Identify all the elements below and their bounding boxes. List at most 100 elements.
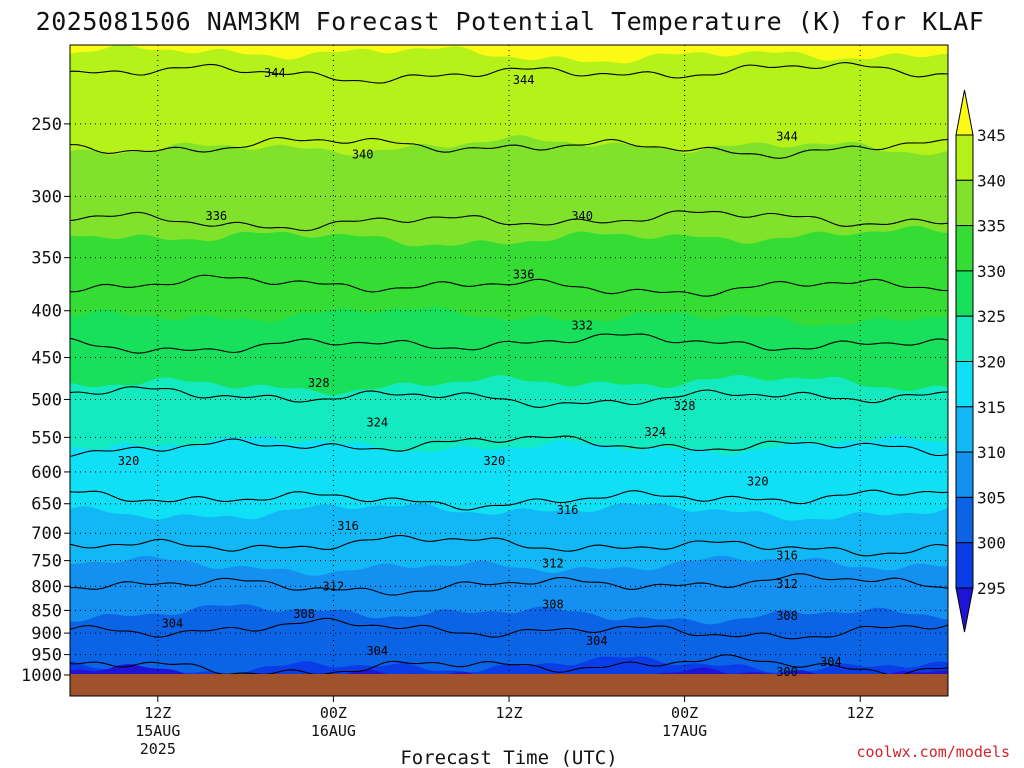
y-tick-label: 550 (31, 428, 62, 448)
contour-line-320 (70, 435, 948, 457)
y-tick-label: 900 (31, 624, 62, 644)
colorbar-tick-label: 305 (977, 488, 1006, 507)
colorbar-tick-label: 340 (977, 171, 1006, 190)
colorbar-tick-label: 295 (977, 579, 1006, 598)
y-tick-label: 500 (31, 390, 62, 410)
contour-label: 304 (162, 616, 184, 630)
theta-fill-bands (70, 45, 948, 675)
theta-contours (70, 62, 948, 675)
contour-label: 324 (644, 425, 666, 439)
y-tick-label: 1000 (21, 666, 62, 686)
colorbar-segment (955, 179, 974, 227)
band-fill-below-295 (70, 664, 948, 675)
y-tick-label: 800 (31, 577, 62, 597)
contour-line-300 (70, 654, 948, 675)
colorbar: 345 340 335 330 325 320 315 310 305 300 295 (955, 89, 1006, 633)
contour-line-312 (70, 534, 948, 557)
contour-label: 308 (542, 598, 564, 612)
x-tick-label: 00Z (671, 704, 698, 722)
contour-label: 328 (308, 376, 330, 390)
colorbar-tick-label: 330 (977, 262, 1006, 281)
chart-title: 2025081506 NAM3KM Forecast Potential Tem… (36, 7, 985, 36)
contour-label: 300 (776, 665, 798, 679)
y-tick-label: 850 (31, 601, 62, 621)
contour-label: 324 (366, 416, 388, 430)
colorbar-bottom-arrow (955, 587, 974, 633)
contour-label: 336 (205, 209, 227, 223)
contour-label: 316 (337, 519, 359, 533)
colorbar-segment (955, 451, 974, 498)
contour-labels: 344 344 344 340 340 336 336 332 328 328 324 324 320 3… (118, 66, 842, 679)
colorbar-segment (955, 315, 974, 363)
contour-line-344 (70, 62, 948, 84)
colorbar-tick-label: 325 (977, 307, 1006, 326)
colorbar-segment (955, 134, 974, 181)
y-tick-label: 950 (31, 646, 62, 666)
y-tick-label: 300 (31, 187, 62, 207)
colorbar-segment (955, 270, 974, 317)
contour-label: 304 (366, 644, 388, 658)
x-tick-date: 17AUG (662, 722, 707, 740)
colorbar-top-arrow (955, 89, 974, 136)
colorbar-segment (955, 406, 974, 453)
contour-label: 316 (557, 503, 579, 517)
y-tick-label: 450 (31, 349, 62, 369)
y-tick-label: 250 (31, 115, 62, 135)
contour-label: 304 (586, 634, 608, 648)
contour-line-336 (70, 210, 948, 232)
y-tick-label: 700 (31, 524, 62, 544)
contour-label: 336 (513, 267, 535, 281)
colorbar-segment (955, 361, 974, 408)
y-axis-ticks: 250 300 350 400 450 500 550 600 650 700 750 800 850 9… (21, 115, 70, 686)
contour-label: 344 (264, 66, 286, 80)
contour-label: 320 (118, 454, 140, 468)
colorbar-tick-label: 320 (977, 353, 1006, 372)
y-tick-label: 600 (31, 463, 62, 483)
colorbar-tick-label: 310 (977, 443, 1006, 462)
contour-label: 320 (484, 454, 506, 468)
colorbar-tick-label: 345 (977, 126, 1006, 145)
contour-label: 344 (513, 73, 535, 87)
y-tick-label: 350 (31, 249, 62, 269)
x-tick-date: 16AUG (311, 722, 356, 740)
ground-surface (70, 674, 948, 696)
colorbar-tick-label: 315 (977, 398, 1006, 417)
x-tick-label: 12Z (495, 704, 522, 722)
colorbar-segment (955, 542, 974, 589)
contour-line-340 (70, 136, 948, 159)
contour-label: 316 (776, 548, 798, 562)
contour-label: 340 (352, 147, 374, 161)
contour-label: 340 (571, 209, 593, 223)
contour-label: 320 (747, 475, 769, 489)
grid-lines (70, 45, 948, 675)
y-tick-label: 750 (31, 552, 62, 572)
contour-line-332 (70, 274, 948, 297)
y-tick-label: 400 (31, 302, 62, 322)
contour-label: 344 (776, 129, 798, 143)
x-tick-label: 12Z (847, 704, 874, 722)
contour-label: 328 (674, 399, 696, 413)
contour-line-304 (70, 617, 948, 640)
y-tick-label: 650 (31, 495, 62, 515)
x-tick-label: 00Z (320, 704, 347, 722)
contour-label: 312 (323, 579, 345, 593)
contour-label: 304 (820, 655, 842, 669)
contour-label: 308 (776, 609, 798, 623)
credit-link[interactable]: coolwx.com/models (856, 743, 1010, 761)
band-fill-below-305 (70, 604, 948, 675)
colorbar-segment (955, 496, 974, 544)
x-axis-label: Forecast Time (UTC) (400, 747, 617, 768)
colorbar-tick-label: 335 (977, 217, 1006, 236)
contour-label: 332 (571, 318, 593, 332)
contour-line-328 (70, 333, 948, 354)
contour-label: 308 (293, 607, 315, 621)
contour-line-324 (70, 386, 948, 408)
x-tick-year: 2025 (140, 740, 176, 758)
contour-line-308 (70, 573, 948, 596)
contour-label: 312 (776, 577, 798, 591)
colorbar-tick-label: 300 (977, 534, 1006, 553)
x-tick-label: 12Z (144, 704, 171, 722)
colorbar-segment (955, 225, 974, 272)
